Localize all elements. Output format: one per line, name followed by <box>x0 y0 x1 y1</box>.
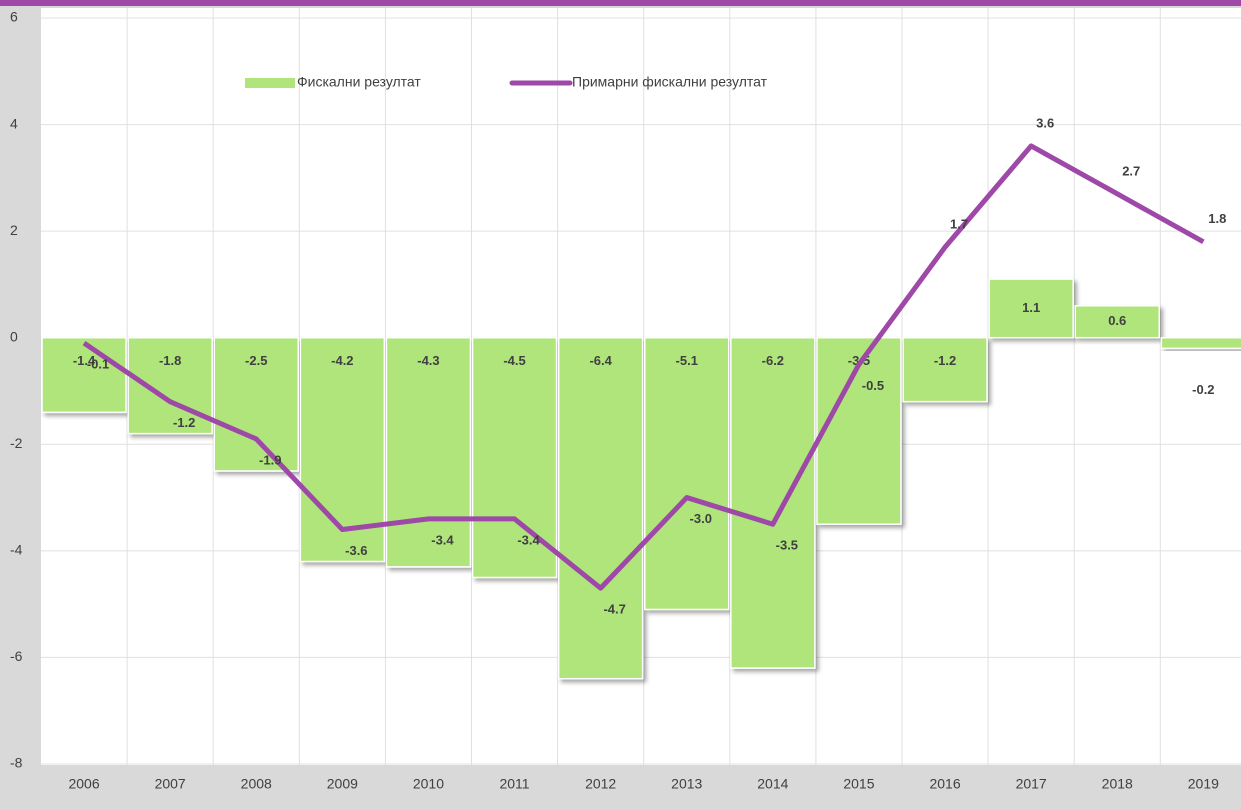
x-tick-label: 2012 <box>585 776 616 792</box>
bar-label: 0.6 <box>1108 313 1126 328</box>
x-tick-label: 2007 <box>155 776 186 792</box>
bar <box>1160 336 1241 350</box>
x-tick-label: 2013 <box>671 776 702 792</box>
x-tick-label: 2018 <box>1102 776 1133 792</box>
y-tick-label: -2 <box>10 435 23 451</box>
bar <box>471 336 558 579</box>
y-tick-label: -4 <box>10 542 23 558</box>
bar-label: -4.5 <box>503 353 525 368</box>
bar-label: -1.8 <box>159 353 181 368</box>
line-label: 2.7 <box>1122 163 1140 178</box>
y-tick-label: -6 <box>10 648 23 664</box>
y-tick-label: -8 <box>10 755 23 771</box>
bar <box>213 336 299 472</box>
bar <box>988 278 1074 339</box>
bar-label: -4.2 <box>331 353 353 368</box>
top-bar <box>0 0 1241 6</box>
y-tick-label: 6 <box>10 9 18 25</box>
x-tick-label: 2017 <box>1016 776 1047 792</box>
legend-label: Фискални резултат <box>297 74 421 90</box>
bar-label: -0.2 <box>1192 382 1214 397</box>
bar <box>127 336 213 435</box>
x-tick-label: 2008 <box>241 776 272 792</box>
x-tick-label: 2015 <box>843 776 874 792</box>
line-label: -3.4 <box>431 532 454 547</box>
bar-label: -5.1 <box>676 353 698 368</box>
x-tick-label: 2006 <box>68 776 99 792</box>
x-tick-label: 2011 <box>499 776 529 792</box>
line-label: -1.9 <box>259 452 281 467</box>
bar <box>1074 304 1160 339</box>
bar <box>902 336 988 403</box>
line-label: 1.7 <box>950 217 968 232</box>
bar <box>644 336 730 611</box>
bar-label: -6.4 <box>589 353 612 368</box>
bar-label: 1.1 <box>1022 300 1040 315</box>
line <box>82 143 1205 591</box>
x-tick-label: 2019 <box>1188 776 1219 792</box>
y-tick-label: 4 <box>10 115 18 131</box>
line-label: 1.8 <box>1208 211 1226 226</box>
y-tick-label: 0 <box>10 328 18 344</box>
x-tick-label: 2009 <box>327 776 358 792</box>
line-label: -3.4 <box>517 532 540 547</box>
bar-label: -1.2 <box>934 353 956 368</box>
line-label: -4.7 <box>603 602 625 617</box>
line-label: -1.2 <box>173 415 195 430</box>
bar <box>730 336 816 669</box>
y-tick-label: 2 <box>10 222 18 238</box>
legend-swatch <box>245 78 295 88</box>
bar <box>385 336 472 568</box>
bar-label: -4.3 <box>417 353 439 368</box>
bar <box>557 336 644 680</box>
line-label: -3.6 <box>345 543 367 558</box>
bar-label: -2.5 <box>245 353 267 368</box>
line-label: -0.5 <box>862 378 884 393</box>
bar-label: -1.4 <box>73 353 96 368</box>
bar <box>41 336 127 414</box>
x-tick-label: 2010 <box>413 776 444 792</box>
line-label: -3.5 <box>776 538 798 553</box>
x-tick-label: 2016 <box>929 776 960 792</box>
line-label: -3.0 <box>690 511 712 526</box>
bar-label: -6.2 <box>762 353 784 368</box>
line-label: 3.6 <box>1036 115 1054 130</box>
line-label: -0.1 <box>87 356 109 371</box>
x-tick-label: 2014 <box>757 776 788 792</box>
legend-label: Примарни фискални резултат <box>572 74 768 90</box>
